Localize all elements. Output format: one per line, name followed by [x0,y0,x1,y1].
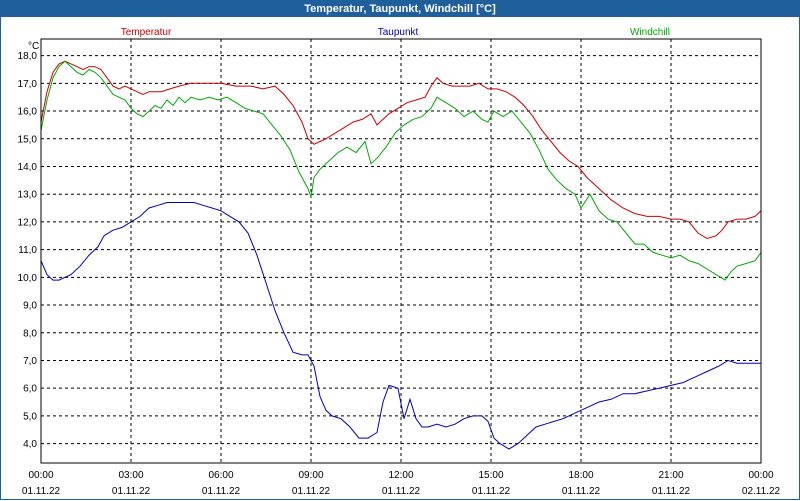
series-layer [40,60,762,450]
y-tick-label: 10,0 [18,273,38,284]
legend-temperatur: Temperatur [121,27,172,38]
x-tick-date-label: 01.11.22 [112,486,151,497]
x-tick-date-label: 01.11.22 [22,486,61,497]
legend-windchill: Windchill [630,27,670,38]
x-tick-time-label: 03:00 [118,470,143,481]
y-tick-label: 8,0 [23,328,37,339]
x-tick-time-label: 18:00 [568,470,593,481]
x-tick-time-label: 00:00 [28,470,53,481]
legend-taupunkt: Taupunkt [378,27,419,38]
y-tick-label: 7,0 [23,356,37,367]
series-line-windchill [40,60,762,281]
labels: 4,0 5,0 6,0 7,0 8,0 9,0 10,0 11,0 12,0 13,0 14,0 15… [18,41,781,497]
y-tick-label: 14,0 [18,162,38,173]
y-tick-label: 16,0 [18,107,38,118]
x-tick-time-label: 00:00 [748,470,773,481]
legend: Temperatur Taupunkt Windchill [121,27,670,38]
y-axis-unit-label: °C [28,41,39,52]
x-tick-date-label: 01.11.22 [202,486,241,497]
x-tick-date-label: 01.11.22 [562,486,601,497]
chart-title: Temperatur, Taupunkt, Windchill [°C] [1,1,799,17]
x-tick-date-label: 01.11.22 [472,486,511,497]
y-tick-label: 12,0 [18,217,38,228]
y-tick-label: 5,0 [23,411,37,422]
y-tick-label: 9,0 [23,301,37,312]
series-line-taupunkt [40,202,761,450]
y-tick-label: 17,0 [18,79,38,90]
x-tick-date-label: 02.11.22 [742,486,781,497]
y-tick-label: 15,0 [18,134,38,145]
grid [41,39,761,463]
x-tick-date-label: 01.11.22 [382,486,421,497]
x-tick-time-label: 12:00 [388,470,413,481]
y-tick-label: 11,0 [18,245,37,256]
x-tick-time-label: 21:00 [658,470,683,481]
y-tick-label: 13,0 [18,190,38,201]
y-tick-label: 4,0 [23,439,37,450]
plot-frame [40,38,762,464]
x-tick-time-label: 15:00 [478,470,503,481]
series-line-temperatur [40,60,762,240]
y-tick-label: 6,0 [23,384,37,395]
x-tick-date-label: 01.11.22 [652,486,691,497]
axes [40,38,762,464]
x-tick-date-label: 01.11.22 [292,486,331,497]
x-tick-time-label: 06:00 [208,470,233,481]
y-tick-label: 18,0 [18,51,38,62]
x-tick-time-label: 09:00 [298,470,323,481]
